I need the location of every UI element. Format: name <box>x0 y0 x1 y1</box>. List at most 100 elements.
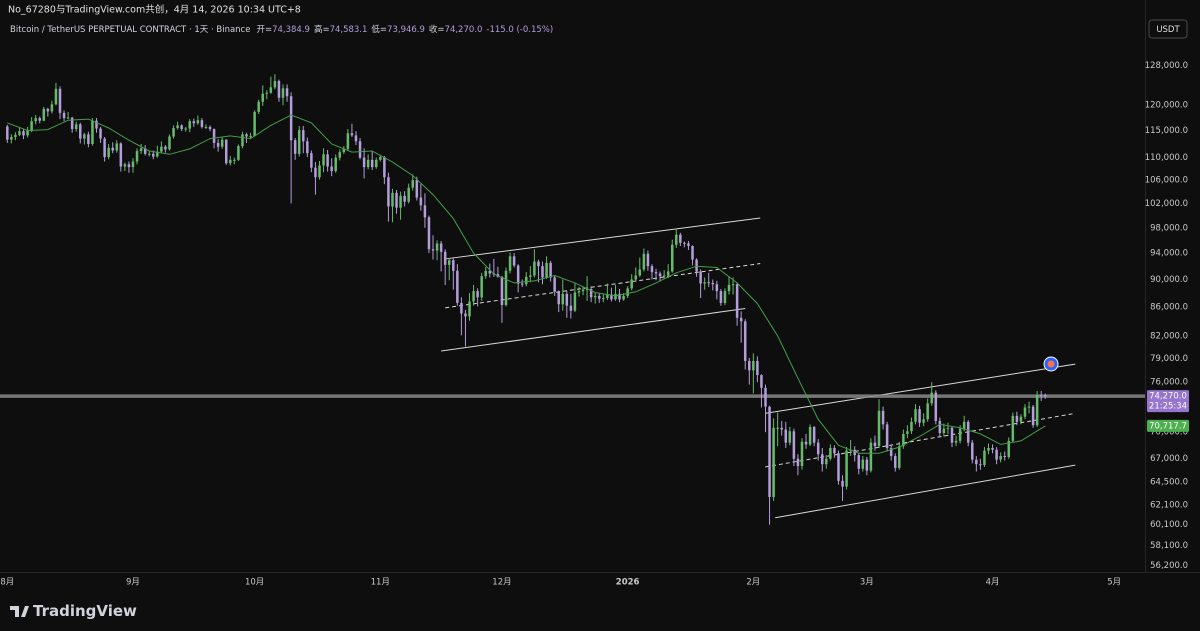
candle-body <box>752 360 755 371</box>
x-tick-label: 4月 <box>986 578 1000 588</box>
candle-body <box>581 289 585 292</box>
candle-body <box>962 421 966 429</box>
candle-body <box>934 392 938 421</box>
candle-body <box>525 276 528 285</box>
y-tick-label: 102,000.0 <box>1145 199 1188 209</box>
candle-body <box>727 284 731 292</box>
candle-body <box>168 136 171 150</box>
candle-body <box>719 291 723 303</box>
channel-line <box>775 464 1076 519</box>
candle-body <box>946 427 950 429</box>
candle-body <box>999 456 1002 460</box>
candle-body <box>54 88 58 105</box>
candle-body <box>577 291 581 293</box>
candle-body <box>666 271 670 276</box>
candle-body <box>739 317 743 322</box>
candle-body <box>780 427 783 430</box>
candle-body <box>707 282 710 284</box>
candle-body <box>302 130 305 142</box>
candle-body <box>362 157 366 168</box>
candle-body <box>66 117 70 119</box>
candle-body <box>147 153 151 155</box>
candle-body <box>204 126 208 128</box>
candle-body <box>70 117 74 130</box>
y-tick-label: 115,000.0 <box>1145 126 1188 136</box>
candle-body <box>735 284 739 318</box>
candle-body <box>792 431 796 459</box>
candle-body <box>772 427 775 498</box>
candle-body <box>764 387 767 407</box>
candle-body <box>954 440 958 443</box>
candle-body <box>196 120 200 124</box>
y-tick-label: 86,000.0 <box>1150 303 1188 313</box>
channel-midline <box>765 412 1076 468</box>
candle-body <box>529 275 532 277</box>
candle-body <box>983 450 986 466</box>
candle-body <box>606 294 609 299</box>
candle-body <box>184 128 187 130</box>
candle-body <box>460 302 463 314</box>
y-tick-label: 94,000.0 <box>1150 249 1188 259</box>
candle-body <box>1031 406 1035 426</box>
candle-body <box>253 111 256 136</box>
candle-body <box>358 141 362 158</box>
candle-body <box>833 447 836 454</box>
candle-body <box>512 256 516 266</box>
candle-body <box>971 442 974 460</box>
legend-key: 收= <box>429 24 445 35</box>
candle-body <box>488 270 492 274</box>
candle-body <box>812 426 816 443</box>
candle-body <box>208 126 212 130</box>
candle-body <box>869 442 873 471</box>
legend-value: 73,946.9 <box>387 25 425 35</box>
candle-body <box>38 118 41 121</box>
currency-button[interactable] <box>1148 19 1188 39</box>
candle-body <box>10 137 13 140</box>
candle-body <box>143 148 147 154</box>
brand-name: TradingView <box>33 602 137 620</box>
candle-body <box>638 269 642 276</box>
candle-body <box>265 92 269 94</box>
candle-body <box>192 121 196 124</box>
candle-body <box>687 243 690 247</box>
candle-body <box>411 180 415 188</box>
candle-body <box>342 148 346 153</box>
channel-line <box>765 363 1076 414</box>
countdown-label: 21:25:34 <box>1149 402 1187 412</box>
candle-body <box>277 80 281 98</box>
candle-body <box>156 151 159 157</box>
candle-body <box>966 421 970 443</box>
candle-body <box>330 166 333 172</box>
candle-body <box>557 291 560 305</box>
candle-body <box>748 360 751 371</box>
candle-body <box>62 112 66 119</box>
candle-body <box>549 262 552 278</box>
candle-body <box>452 260 455 271</box>
candle-body <box>46 108 50 112</box>
alert-icon-dot <box>1047 360 1055 368</box>
plot-area <box>0 74 1145 525</box>
candle-body <box>237 146 240 160</box>
candle-body <box>261 93 264 102</box>
candle-body <box>930 392 933 404</box>
candle-body <box>845 450 848 487</box>
candle-body <box>1035 395 1039 426</box>
candle-body <box>423 205 427 218</box>
symbol-legend: Bitcoin / TetherUS PERPETUAL CONTRACT · … <box>10 24 553 35</box>
candle-body <box>91 120 94 144</box>
candle-body <box>914 409 917 422</box>
candle-body <box>354 135 358 142</box>
candle-body <box>958 428 962 441</box>
candle-body <box>83 134 86 139</box>
x-tick-label: 2月 <box>746 578 760 588</box>
candle-body <box>431 249 435 251</box>
candle-body <box>1027 406 1031 408</box>
candle-body <box>646 253 650 267</box>
candle-body <box>865 459 869 471</box>
candle-body <box>74 124 78 130</box>
price-marker-label: 74,270.0 <box>1149 392 1187 402</box>
channel-line <box>441 308 746 352</box>
y-tick-label: 79,000.0 <box>1150 354 1188 364</box>
candle-body <box>42 108 46 121</box>
candle-body <box>289 96 293 141</box>
